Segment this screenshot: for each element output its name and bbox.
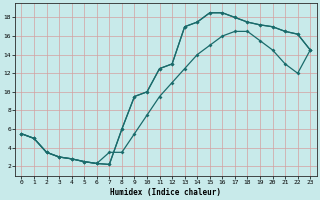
X-axis label: Humidex (Indice chaleur): Humidex (Indice chaleur) <box>110 188 221 197</box>
